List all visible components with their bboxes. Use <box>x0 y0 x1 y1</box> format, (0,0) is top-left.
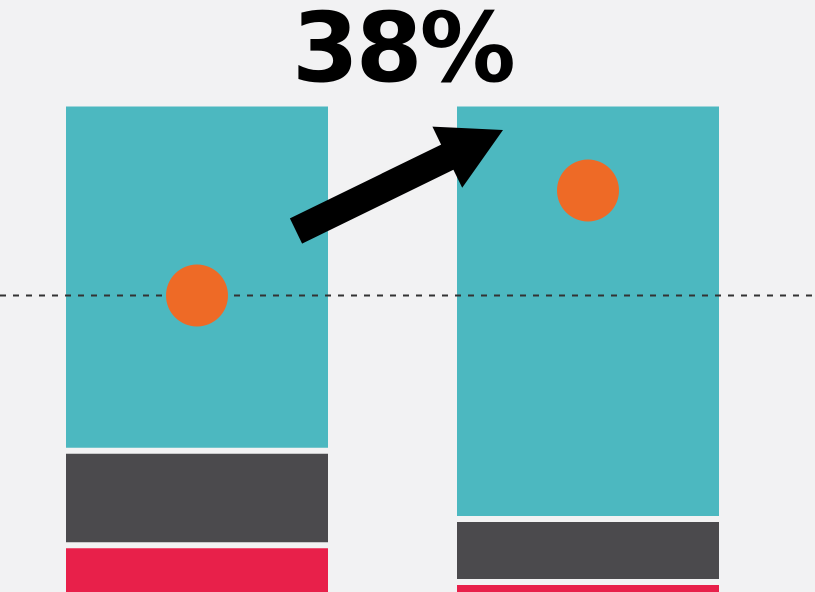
bar-segment-2-2 <box>457 522 719 579</box>
bar-segment-1-2 <box>66 453 328 543</box>
bar-segment-2-1 <box>457 585 719 592</box>
change-annotation: 38% <box>292 0 516 104</box>
increase-arrow-icon <box>289 126 503 244</box>
arrow-layer <box>289 126 503 244</box>
markers-layer <box>166 159 619 327</box>
bar-segment-1-1 <box>66 548 328 592</box>
marker-dot-2 <box>557 159 619 222</box>
marker-dot-1 <box>166 264 228 327</box>
